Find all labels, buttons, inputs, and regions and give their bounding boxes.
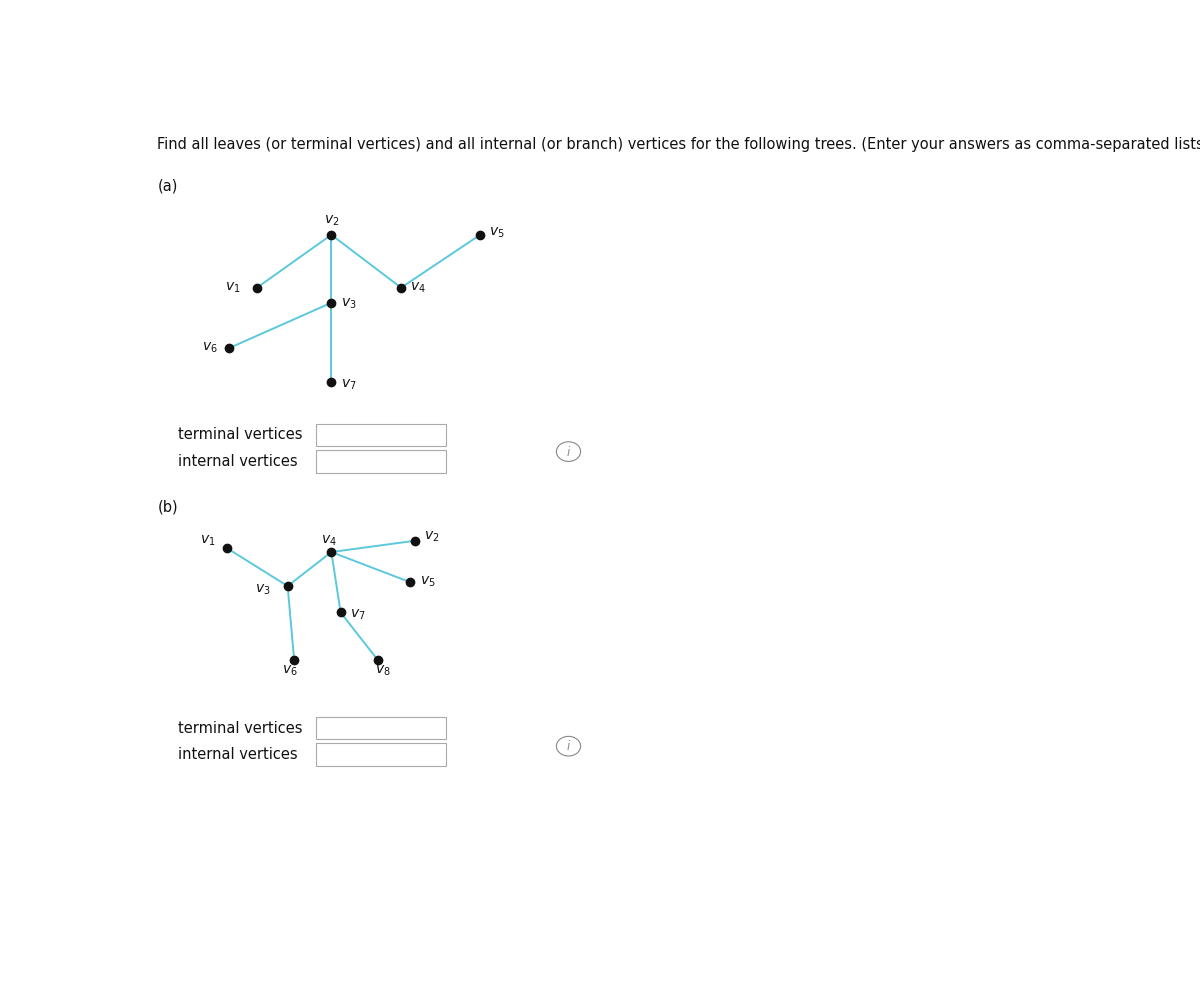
- Text: internal vertices: internal vertices: [178, 454, 298, 469]
- FancyBboxPatch shape: [316, 424, 445, 446]
- Text: internal vertices: internal vertices: [178, 747, 298, 762]
- Text: (b): (b): [157, 499, 178, 514]
- Text: (a): (a): [157, 179, 178, 193]
- Text: $v_7$: $v_7$: [350, 607, 366, 622]
- Text: terminal vertices: terminal vertices: [178, 721, 302, 736]
- Text: $v_4$: $v_4$: [320, 534, 336, 548]
- Text: $v_5$: $v_5$: [420, 575, 436, 590]
- Text: $v_6$: $v_6$: [202, 341, 218, 355]
- Text: $v_5$: $v_5$: [490, 226, 505, 239]
- Text: terminal vertices: terminal vertices: [178, 428, 302, 442]
- Text: $v_3$: $v_3$: [256, 583, 271, 597]
- FancyBboxPatch shape: [316, 450, 445, 473]
- Text: $v_2$: $v_2$: [425, 530, 439, 544]
- Text: $v_1$: $v_1$: [199, 534, 215, 548]
- Text: $v_1$: $v_1$: [224, 281, 240, 295]
- FancyBboxPatch shape: [316, 717, 445, 740]
- Text: $i$: $i$: [566, 444, 571, 458]
- Text: $v_2$: $v_2$: [324, 214, 340, 229]
- Text: $v_7$: $v_7$: [341, 377, 356, 391]
- FancyBboxPatch shape: [316, 744, 445, 766]
- Text: $v_3$: $v_3$: [341, 297, 356, 312]
- Text: $v_4$: $v_4$: [410, 281, 426, 295]
- Text: $v_6$: $v_6$: [282, 663, 298, 678]
- Text: Find all leaves (or terminal vertices) and all internal (or branch) vertices for: Find all leaves (or terminal vertices) a…: [157, 136, 1200, 152]
- Text: $v_8$: $v_8$: [374, 663, 390, 678]
- Text: $i$: $i$: [566, 740, 571, 753]
